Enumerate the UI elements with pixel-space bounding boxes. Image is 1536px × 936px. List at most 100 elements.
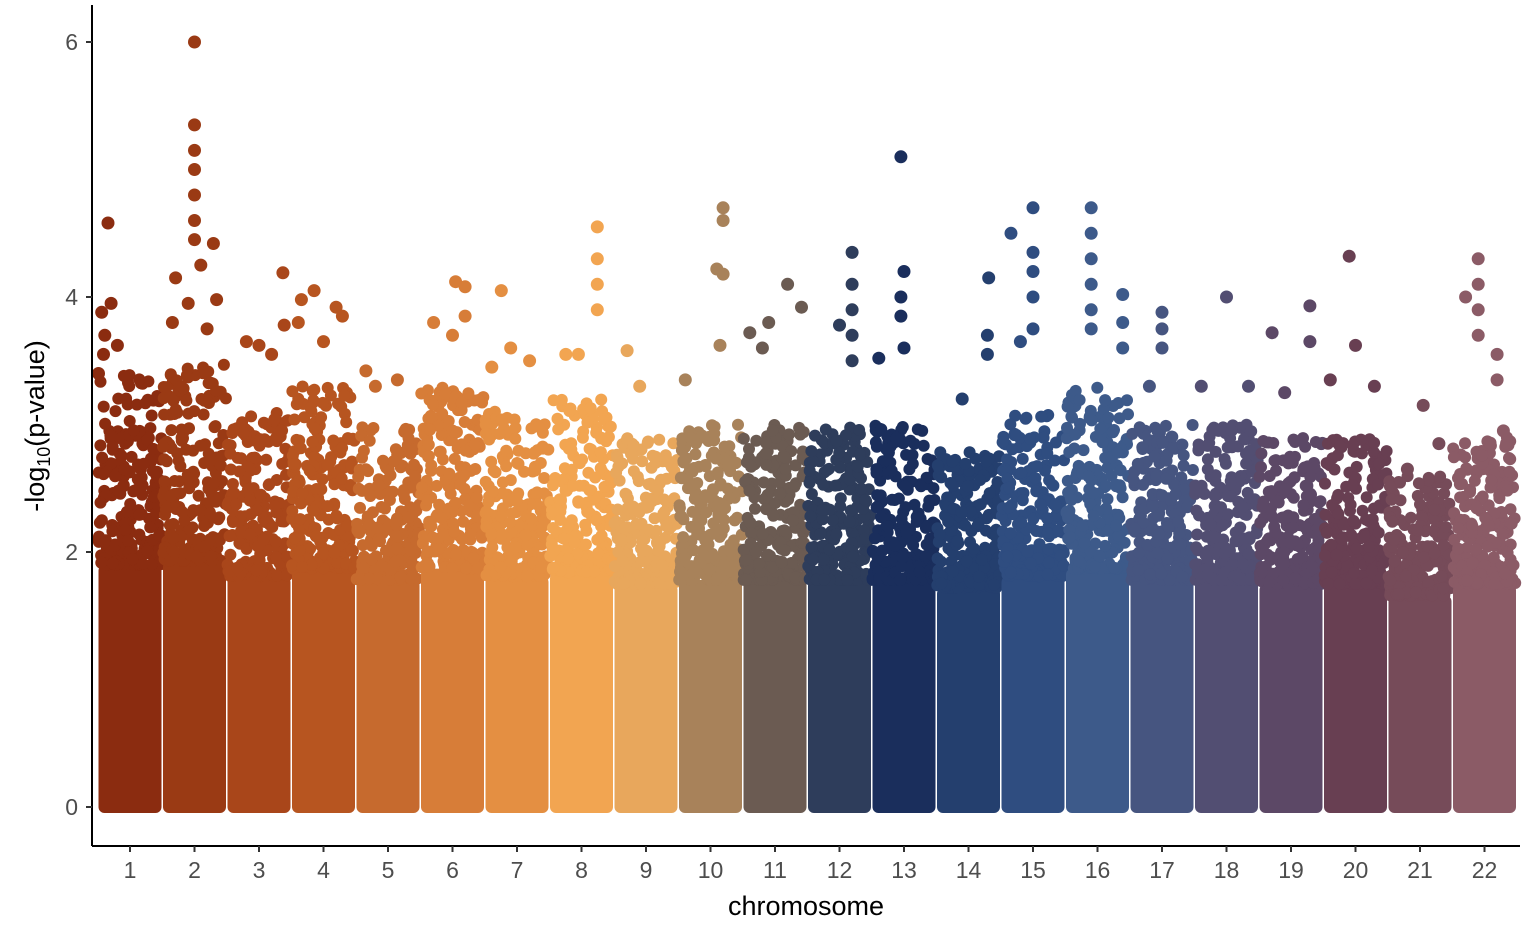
snp-point (1409, 586, 1422, 599)
snp-point (296, 380, 309, 393)
snp-point (745, 527, 758, 540)
snp-peak-point (188, 233, 201, 247)
snp-point (544, 550, 557, 562)
snp-point (109, 405, 122, 418)
snp-peak-point (1116, 288, 1130, 301)
snp-point (1284, 536, 1297, 549)
snp-point (450, 426, 463, 439)
snp-point (1269, 494, 1282, 507)
snp-point (1029, 472, 1042, 485)
snp-point (501, 411, 514, 424)
snp-point (1496, 528, 1509, 541)
snp-point (1106, 426, 1119, 439)
snp-point (642, 478, 655, 491)
snp-point (1466, 519, 1479, 532)
snp-point (690, 437, 702, 450)
snp-point (1225, 424, 1238, 437)
snp-point (1094, 422, 1107, 435)
snp-point (667, 437, 680, 450)
snp-point (443, 467, 456, 480)
snp-point (816, 504, 829, 516)
snp-point (192, 489, 205, 502)
snp-point (1422, 474, 1435, 487)
points-bulk (292, 568, 355, 813)
snp-point (1262, 436, 1275, 449)
snp-point (1159, 419, 1172, 432)
snp-point (595, 529, 608, 542)
snp-point (1061, 421, 1073, 434)
snp-peak-point (97, 347, 110, 361)
snp-point (602, 431, 615, 443)
snp-point (584, 402, 597, 415)
snp-point (718, 440, 731, 453)
snp-point (786, 557, 798, 569)
snp-point (141, 393, 154, 406)
snp-point (1476, 490, 1489, 503)
snp-point (841, 574, 854, 586)
snp-point (1373, 457, 1386, 470)
snp-point (895, 560, 908, 573)
snp-point (459, 444, 472, 457)
snp-point (340, 416, 353, 429)
snp-point (287, 485, 300, 498)
snp-point (634, 577, 647, 590)
snp-point (235, 452, 248, 465)
snp-point (532, 420, 545, 433)
snp-point (975, 553, 988, 566)
snp-point (739, 475, 752, 488)
snp-point (579, 518, 592, 531)
snp-point (1332, 507, 1345, 520)
chromosome-13-points (866, 150, 942, 813)
snp-point (1333, 440, 1346, 453)
snp-point (935, 577, 948, 590)
snp-point (458, 416, 471, 428)
snp-point (95, 514, 108, 527)
snp-point (1308, 461, 1321, 474)
snp-point (455, 396, 468, 409)
snp-point (830, 435, 843, 448)
snp-point (1397, 546, 1410, 559)
snp-point (839, 429, 852, 442)
snp-point (145, 452, 157, 465)
snp-peak-point (1278, 386, 1292, 400)
snp-peak-point (833, 318, 846, 332)
snp-point (898, 480, 911, 493)
snp-point (1233, 475, 1246, 488)
snp-peak-point (897, 265, 911, 278)
snp-point (567, 479, 579, 492)
snp-point (509, 432, 522, 445)
snp-point (786, 514, 799, 527)
snp-point (1236, 558, 1249, 570)
snp-point (581, 416, 594, 429)
snp-point (382, 464, 395, 476)
snp-point (288, 413, 301, 426)
snp-point (983, 487, 996, 500)
snp-point (689, 448, 702, 461)
snp-peak-point (982, 271, 996, 285)
snp-point (529, 446, 541, 459)
snp-peak-point (458, 280, 472, 294)
snp-point (699, 459, 712, 471)
snp-point (1342, 492, 1355, 504)
snp-point (1072, 555, 1085, 568)
snp-point (1236, 501, 1249, 514)
snp-peak-point (188, 35, 201, 49)
snp-point (817, 478, 830, 491)
snp-point (896, 421, 909, 433)
snp-point (779, 463, 792, 475)
snp-point (618, 522, 631, 535)
snp-point (1332, 488, 1345, 501)
snp-peak-point (210, 293, 224, 307)
snp-point (480, 569, 493, 582)
snp-point (120, 505, 133, 518)
snp-point (757, 476, 770, 489)
snp-point (1322, 577, 1335, 590)
snp-point (254, 433, 267, 446)
snp-point (759, 447, 772, 460)
snp-point (1057, 559, 1070, 572)
snp-point (127, 424, 140, 437)
snp-point (589, 471, 602, 484)
snp-point (691, 566, 704, 579)
snp-point (169, 403, 182, 416)
snp-peak-point (252, 338, 266, 352)
